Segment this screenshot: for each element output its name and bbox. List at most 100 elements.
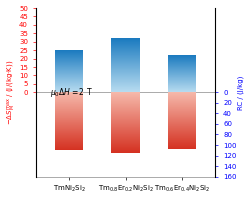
Bar (55, 113, 83, 114)
Bar (112, 64, 140, 65)
Bar (55, 58, 83, 59)
Bar (55, 76, 83, 77)
Bar (55, 116, 83, 117)
Bar (112, 152, 140, 153)
Bar (168, 124, 196, 125)
Bar (55, 91, 83, 92)
Bar (112, 40, 140, 41)
Bar (55, 120, 83, 121)
Bar (112, 128, 140, 129)
Bar (112, 41, 140, 42)
Bar (112, 107, 140, 108)
Bar (112, 66, 140, 67)
Text: $\mu_0\Delta H = 2$ T: $\mu_0\Delta H = 2$ T (50, 86, 93, 99)
Bar (55, 86, 83, 87)
Bar (112, 76, 140, 77)
Bar (168, 138, 196, 139)
Bar (112, 82, 140, 83)
Bar (112, 116, 140, 117)
Bar (112, 123, 140, 124)
Bar (168, 127, 196, 128)
Bar (112, 127, 140, 128)
Bar (55, 61, 83, 62)
Bar (168, 131, 196, 132)
Bar (168, 103, 196, 104)
Bar (168, 122, 196, 123)
Bar (55, 85, 83, 86)
Bar (55, 103, 83, 104)
Bar (55, 127, 83, 128)
Bar (112, 109, 140, 110)
Bar (112, 112, 140, 113)
Bar (112, 99, 140, 100)
Bar (55, 95, 83, 96)
Bar (55, 109, 83, 110)
Bar (55, 87, 83, 88)
Bar (55, 94, 83, 95)
Bar (112, 130, 140, 131)
Bar (112, 150, 140, 151)
Bar (112, 115, 140, 116)
Bar (112, 113, 140, 114)
Bar (55, 75, 83, 76)
Bar (112, 54, 140, 55)
Bar (112, 87, 140, 88)
Bar (168, 125, 196, 126)
Bar (55, 123, 83, 124)
Bar (112, 57, 140, 58)
Bar (55, 84, 83, 85)
Bar (112, 50, 140, 51)
Bar (112, 146, 140, 147)
Bar (112, 70, 140, 71)
Bar (55, 111, 83, 112)
Bar (112, 47, 140, 48)
Bar (112, 118, 140, 119)
Bar (168, 141, 196, 142)
Bar (112, 74, 140, 75)
Bar (168, 92, 196, 93)
Bar (112, 108, 140, 109)
Bar (112, 68, 140, 69)
Bar (112, 142, 140, 143)
Bar (112, 133, 140, 134)
Bar (55, 119, 83, 120)
Bar (168, 148, 196, 149)
Bar (55, 112, 83, 113)
Bar (55, 54, 83, 55)
Bar (55, 60, 83, 61)
Bar (168, 132, 196, 133)
Bar (112, 85, 140, 86)
Bar (112, 84, 140, 85)
Bar (112, 44, 140, 45)
Bar (112, 91, 140, 92)
Bar (55, 69, 83, 70)
Bar (112, 65, 140, 66)
Bar (55, 122, 83, 123)
Bar (168, 94, 196, 95)
Bar (55, 93, 83, 94)
Bar (55, 65, 83, 66)
Bar (168, 129, 196, 130)
Bar (55, 74, 83, 75)
Bar (112, 96, 140, 97)
Bar (55, 107, 83, 108)
Bar (55, 144, 83, 145)
Bar (55, 51, 83, 52)
Bar (112, 67, 140, 68)
Bar (112, 93, 140, 94)
Bar (112, 125, 140, 126)
Bar (168, 100, 196, 101)
Bar (55, 138, 83, 139)
Bar (112, 90, 140, 91)
Bar (168, 142, 196, 143)
Bar (168, 126, 196, 127)
Bar (112, 92, 140, 93)
Bar (168, 99, 196, 100)
Bar (112, 149, 140, 150)
Bar (55, 96, 83, 97)
Bar (55, 100, 83, 101)
Bar (112, 120, 140, 121)
Bar (112, 124, 140, 125)
Bar (112, 73, 140, 74)
Bar (55, 78, 83, 79)
